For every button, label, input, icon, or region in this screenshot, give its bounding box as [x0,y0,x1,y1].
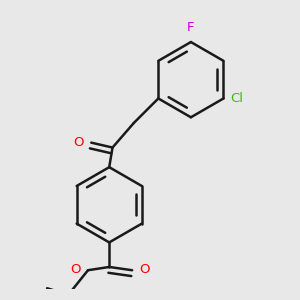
Text: O: O [74,136,84,149]
Text: O: O [139,263,150,276]
Text: O: O [70,263,81,276]
Text: Cl: Cl [231,92,244,105]
Text: F: F [187,21,195,34]
